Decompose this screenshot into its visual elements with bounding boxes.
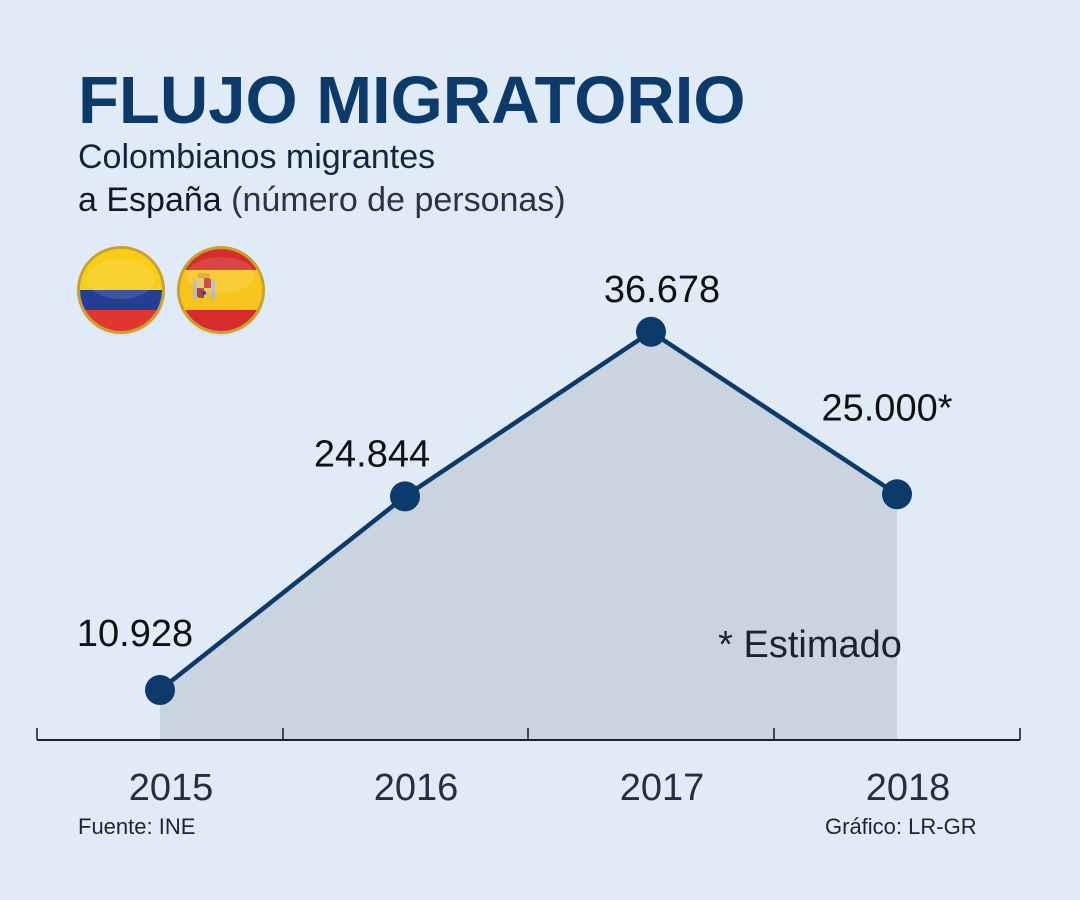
data-label-2018: 25.000* [821, 387, 952, 429]
data-label-2017: 36.678 [604, 269, 720, 311]
data-point-2017 [636, 316, 666, 347]
graphic-credit: Gráfico: LR-GR [825, 814, 977, 839]
subtitle-line-2: a España (número de personas) [78, 179, 566, 222]
data-label-2016: 24.844 [314, 433, 430, 475]
spain-coat-of-arms-icon [193, 273, 215, 299]
estimate-note: * Estimado [718, 624, 902, 666]
chart-title: FLUJO MIGRATORIO [78, 63, 746, 138]
data-point-2015 [145, 675, 175, 705]
area-fill [160, 331, 897, 740]
subtitle-line-1: Colombianos migrantes [78, 138, 436, 176]
series-line-segment [157, 494, 408, 693]
data-point-2018 [882, 479, 912, 510]
source-note: Fuente: INE [78, 814, 196, 839]
chart-subtitle: Colombianos migrantes a España (número d… [78, 136, 566, 222]
data-label-2015: 10.928 [77, 613, 193, 655]
series-line-segment [648, 329, 900, 497]
subtitle-country: a España [78, 181, 222, 219]
x-tick-label-2015: 2015 [129, 767, 214, 809]
subtitle-units: (número de personas) [231, 181, 566, 219]
x-tick-label-2016: 2016 [374, 767, 459, 809]
data-point-2016 [390, 481, 420, 512]
series-line-segment [402, 329, 654, 499]
x-tick-label-2017: 2017 [620, 767, 705, 809]
x-tick-label-2018: 2018 [866, 767, 951, 809]
